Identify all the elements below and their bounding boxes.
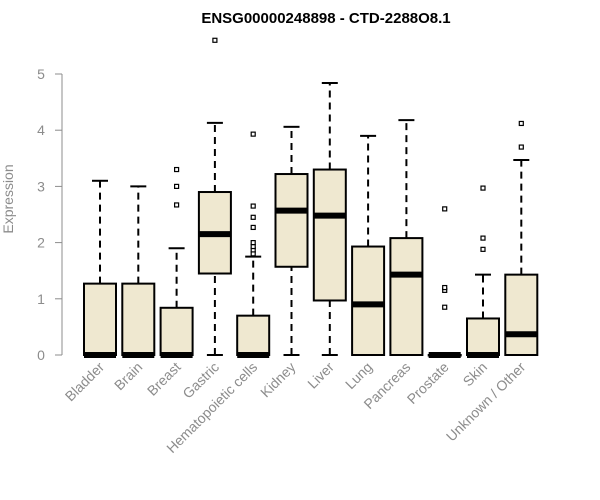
x-category-label: Skin bbox=[460, 359, 491, 390]
x-category-label: Prostate bbox=[404, 359, 452, 407]
outlier-point bbox=[174, 166, 180, 173]
x-category-label: Liver bbox=[304, 359, 337, 392]
boxes-group bbox=[83, 37, 539, 358]
y-axis-label: Expression bbox=[0, 164, 16, 233]
outlier-point bbox=[442, 284, 448, 291]
outlier-point bbox=[250, 131, 256, 137]
box-iqr bbox=[312, 168, 347, 302]
outlier-point bbox=[174, 202, 180, 208]
box-iqr bbox=[83, 282, 117, 357]
box-kidney bbox=[274, 125, 309, 356]
box-iqr bbox=[466, 317, 500, 356]
box-iqr bbox=[236, 314, 271, 357]
y-tick-label: 1 bbox=[37, 291, 45, 307]
box-iqr bbox=[274, 173, 309, 268]
y-tick-label: 0 bbox=[37, 347, 45, 363]
outlier-point bbox=[250, 203, 256, 209]
outlier-point bbox=[250, 240, 256, 246]
outlier-point bbox=[174, 183, 180, 189]
x-category-label: Brain bbox=[111, 359, 145, 393]
box-skin bbox=[466, 185, 500, 358]
outlier-point bbox=[442, 206, 448, 212]
box-liver bbox=[312, 81, 347, 356]
outlier-point bbox=[480, 235, 486, 241]
box-iqr bbox=[351, 245, 386, 356]
outlier-point bbox=[518, 120, 524, 127]
box-iqr bbox=[389, 237, 424, 357]
x-category-label: Breast bbox=[144, 359, 184, 399]
box-bladder bbox=[83, 179, 117, 358]
chart-title: ENSG00000248898 - CTD-2288O8.1 bbox=[201, 10, 450, 27]
box-iqr bbox=[504, 273, 539, 356]
box-hematopoietic-cells bbox=[236, 131, 271, 358]
outlier-point bbox=[518, 144, 524, 150]
box-prostate bbox=[427, 206, 462, 358]
box-iqr bbox=[121, 282, 156, 357]
outlier-point bbox=[480, 185, 486, 191]
box-breast bbox=[159, 166, 194, 358]
box-gastric bbox=[197, 37, 232, 356]
box-brain bbox=[121, 185, 156, 358]
outlier-point bbox=[212, 37, 218, 43]
outlier-point bbox=[250, 224, 256, 231]
y-tick-label: 3 bbox=[37, 178, 45, 194]
x-category-label: Bladder bbox=[62, 359, 108, 405]
y-axis: 0 1 2 3 4 5 bbox=[37, 66, 63, 363]
box-unknown-other bbox=[504, 120, 539, 356]
y-tick-label: 5 bbox=[37, 66, 45, 82]
outlier-point bbox=[442, 304, 448, 310]
outlier-point bbox=[250, 214, 256, 220]
x-category-label: Lung bbox=[342, 359, 375, 392]
y-tick-label: 4 bbox=[37, 122, 45, 138]
x-category-label: Kidney bbox=[257, 359, 299, 401]
box-lung bbox=[351, 134, 386, 356]
box-iqr bbox=[159, 306, 194, 356]
outlier-point bbox=[480, 246, 486, 252]
y-tick-label: 2 bbox=[37, 235, 45, 251]
box-pancreas bbox=[389, 119, 424, 357]
